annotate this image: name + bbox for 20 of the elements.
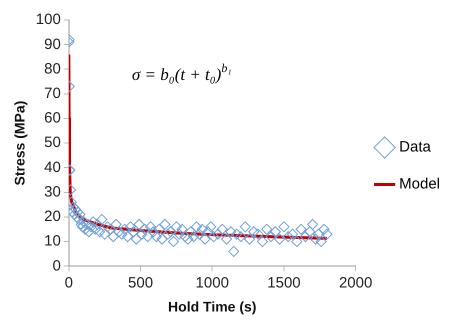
legend-label: Model [399,176,440,193]
y-axis-title: Stress (MPa) [11,100,28,186]
x-axis-title: Hold Time (s) [168,298,256,314]
x-tick-label: 1000 [196,274,229,292]
y-tick-label: 80 [44,60,61,78]
y-tick-label: 40 [44,158,61,176]
legend-label: Data [399,138,432,156]
y-tick-label: 90 [44,36,61,53]
y-tick-label: 50 [44,134,61,152]
y-tick-label: 20 [44,208,61,226]
y-tick-label: 60 [44,110,61,127]
y-tick-label: 0 [52,257,61,274]
y-tick-label: 100 [36,11,61,28]
y-tick-label: 70 [44,85,61,102]
y-tick-label: 10 [44,232,61,250]
x-tick-label: 2000 [338,274,372,292]
y-tick-label: 30 [44,183,61,200]
x-tick-label: 1500 [267,274,301,292]
x-tick-label: 0 [64,274,73,292]
x-tick-label: 500 [128,274,154,292]
